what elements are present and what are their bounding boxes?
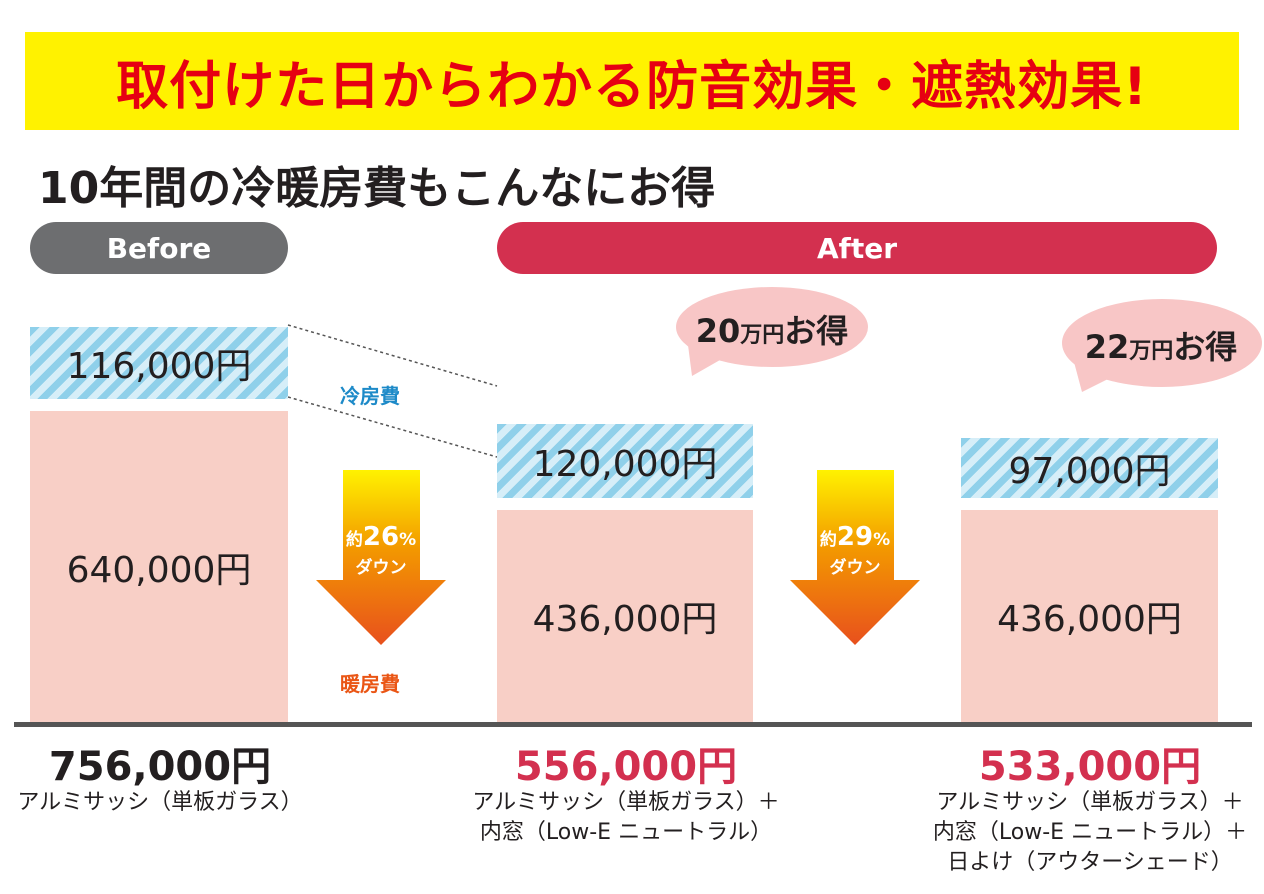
config-description-after-2: アルミサッシ（単板ガラス）＋ 内窓（Low-E ニュートラル）＋ 日よけ（アウタ… bbox=[932, 790, 1248, 875]
total-value-before: 756,000円 bbox=[48, 744, 272, 790]
config-description-before: アルミサッシ（単板ガラス） bbox=[17, 790, 303, 815]
chart-baseline bbox=[14, 722, 1252, 727]
reduction-label: 約29% ダウン bbox=[805, 523, 905, 582]
heating-value-label: 640,000円 bbox=[66, 549, 252, 591]
bubble-tail bbox=[1074, 362, 1110, 392]
cooling-guide-top bbox=[287, 324, 498, 387]
config-description-after-1: アルミサッシ（単板ガラス）＋ 内窓（Low-E ニュートラル） bbox=[472, 790, 780, 845]
reduction-value: 26 bbox=[362, 522, 400, 552]
savings-text: お得 bbox=[1173, 328, 1238, 366]
chart-subtitle: 10年間の冷暖房費もこんなにお得 bbox=[38, 163, 716, 214]
savings-bubble bbox=[676, 287, 868, 367]
savings-value: 20 bbox=[695, 312, 741, 350]
cooling-bar: 120,000円 bbox=[497, 423, 753, 499]
heating-value-label: 436,000円 bbox=[532, 599, 718, 641]
legend-cooling: 冷房費 bbox=[340, 384, 400, 408]
reduction-text: ダウン bbox=[829, 558, 881, 578]
after-pill: After bbox=[497, 222, 1217, 274]
cooling-value-label: 120,000円 bbox=[532, 443, 718, 485]
reduction-value: 29 bbox=[836, 522, 874, 552]
heating-bar: 436,000円 bbox=[961, 510, 1218, 722]
reduction-prefix: 約 bbox=[819, 530, 837, 550]
savings-text: お得 bbox=[784, 312, 849, 350]
cooling-guide-bottom bbox=[287, 396, 498, 458]
savings-label: 22万円お得 bbox=[1066, 322, 1256, 368]
total-value-after-1: 556,000円 bbox=[514, 744, 738, 790]
reduction-prefix: 約 bbox=[345, 530, 363, 550]
legend-heating: 暖房費 bbox=[340, 672, 400, 696]
heating-value-label: 436,000円 bbox=[997, 599, 1182, 641]
savings-unit: 万円 bbox=[1129, 339, 1174, 364]
headline-text: 取付けた日からわかる防音効果・遮熱効果! bbox=[116, 56, 1148, 117]
reduction-text: ダウン bbox=[355, 558, 407, 578]
after-label: After bbox=[816, 231, 898, 265]
savings-label: 20万円お得 bbox=[682, 306, 862, 352]
headline-banner: 取付けた日からわかる防音効果・遮熱効果! bbox=[25, 32, 1239, 130]
cooling-bar: 116,000円 bbox=[30, 327, 288, 399]
heating-bar: 640,000円 bbox=[30, 411, 288, 722]
before-pill: Before bbox=[30, 222, 288, 274]
arrow-down-icon bbox=[316, 470, 446, 645]
savings-unit: 万円 bbox=[740, 323, 785, 348]
total-value-after-2: 533,000円 bbox=[978, 744, 1202, 790]
cooling-bar: 97,000円 bbox=[961, 437, 1218, 499]
savings-bubble bbox=[1062, 299, 1262, 387]
bubble-tail bbox=[688, 345, 720, 376]
heating-bar: 436,000円 bbox=[497, 510, 753, 722]
savings-value: 22 bbox=[1084, 328, 1130, 366]
reduction-unit: % bbox=[873, 530, 891, 550]
reduction-label: 約26% ダウン bbox=[331, 523, 431, 582]
arrow-down-icon bbox=[790, 470, 920, 645]
cooling-value-label: 97,000円 bbox=[1008, 451, 1171, 493]
reduction-unit: % bbox=[399, 530, 417, 550]
cooling-value-label: 116,000円 bbox=[66, 346, 252, 387]
before-label: Before bbox=[106, 231, 212, 265]
